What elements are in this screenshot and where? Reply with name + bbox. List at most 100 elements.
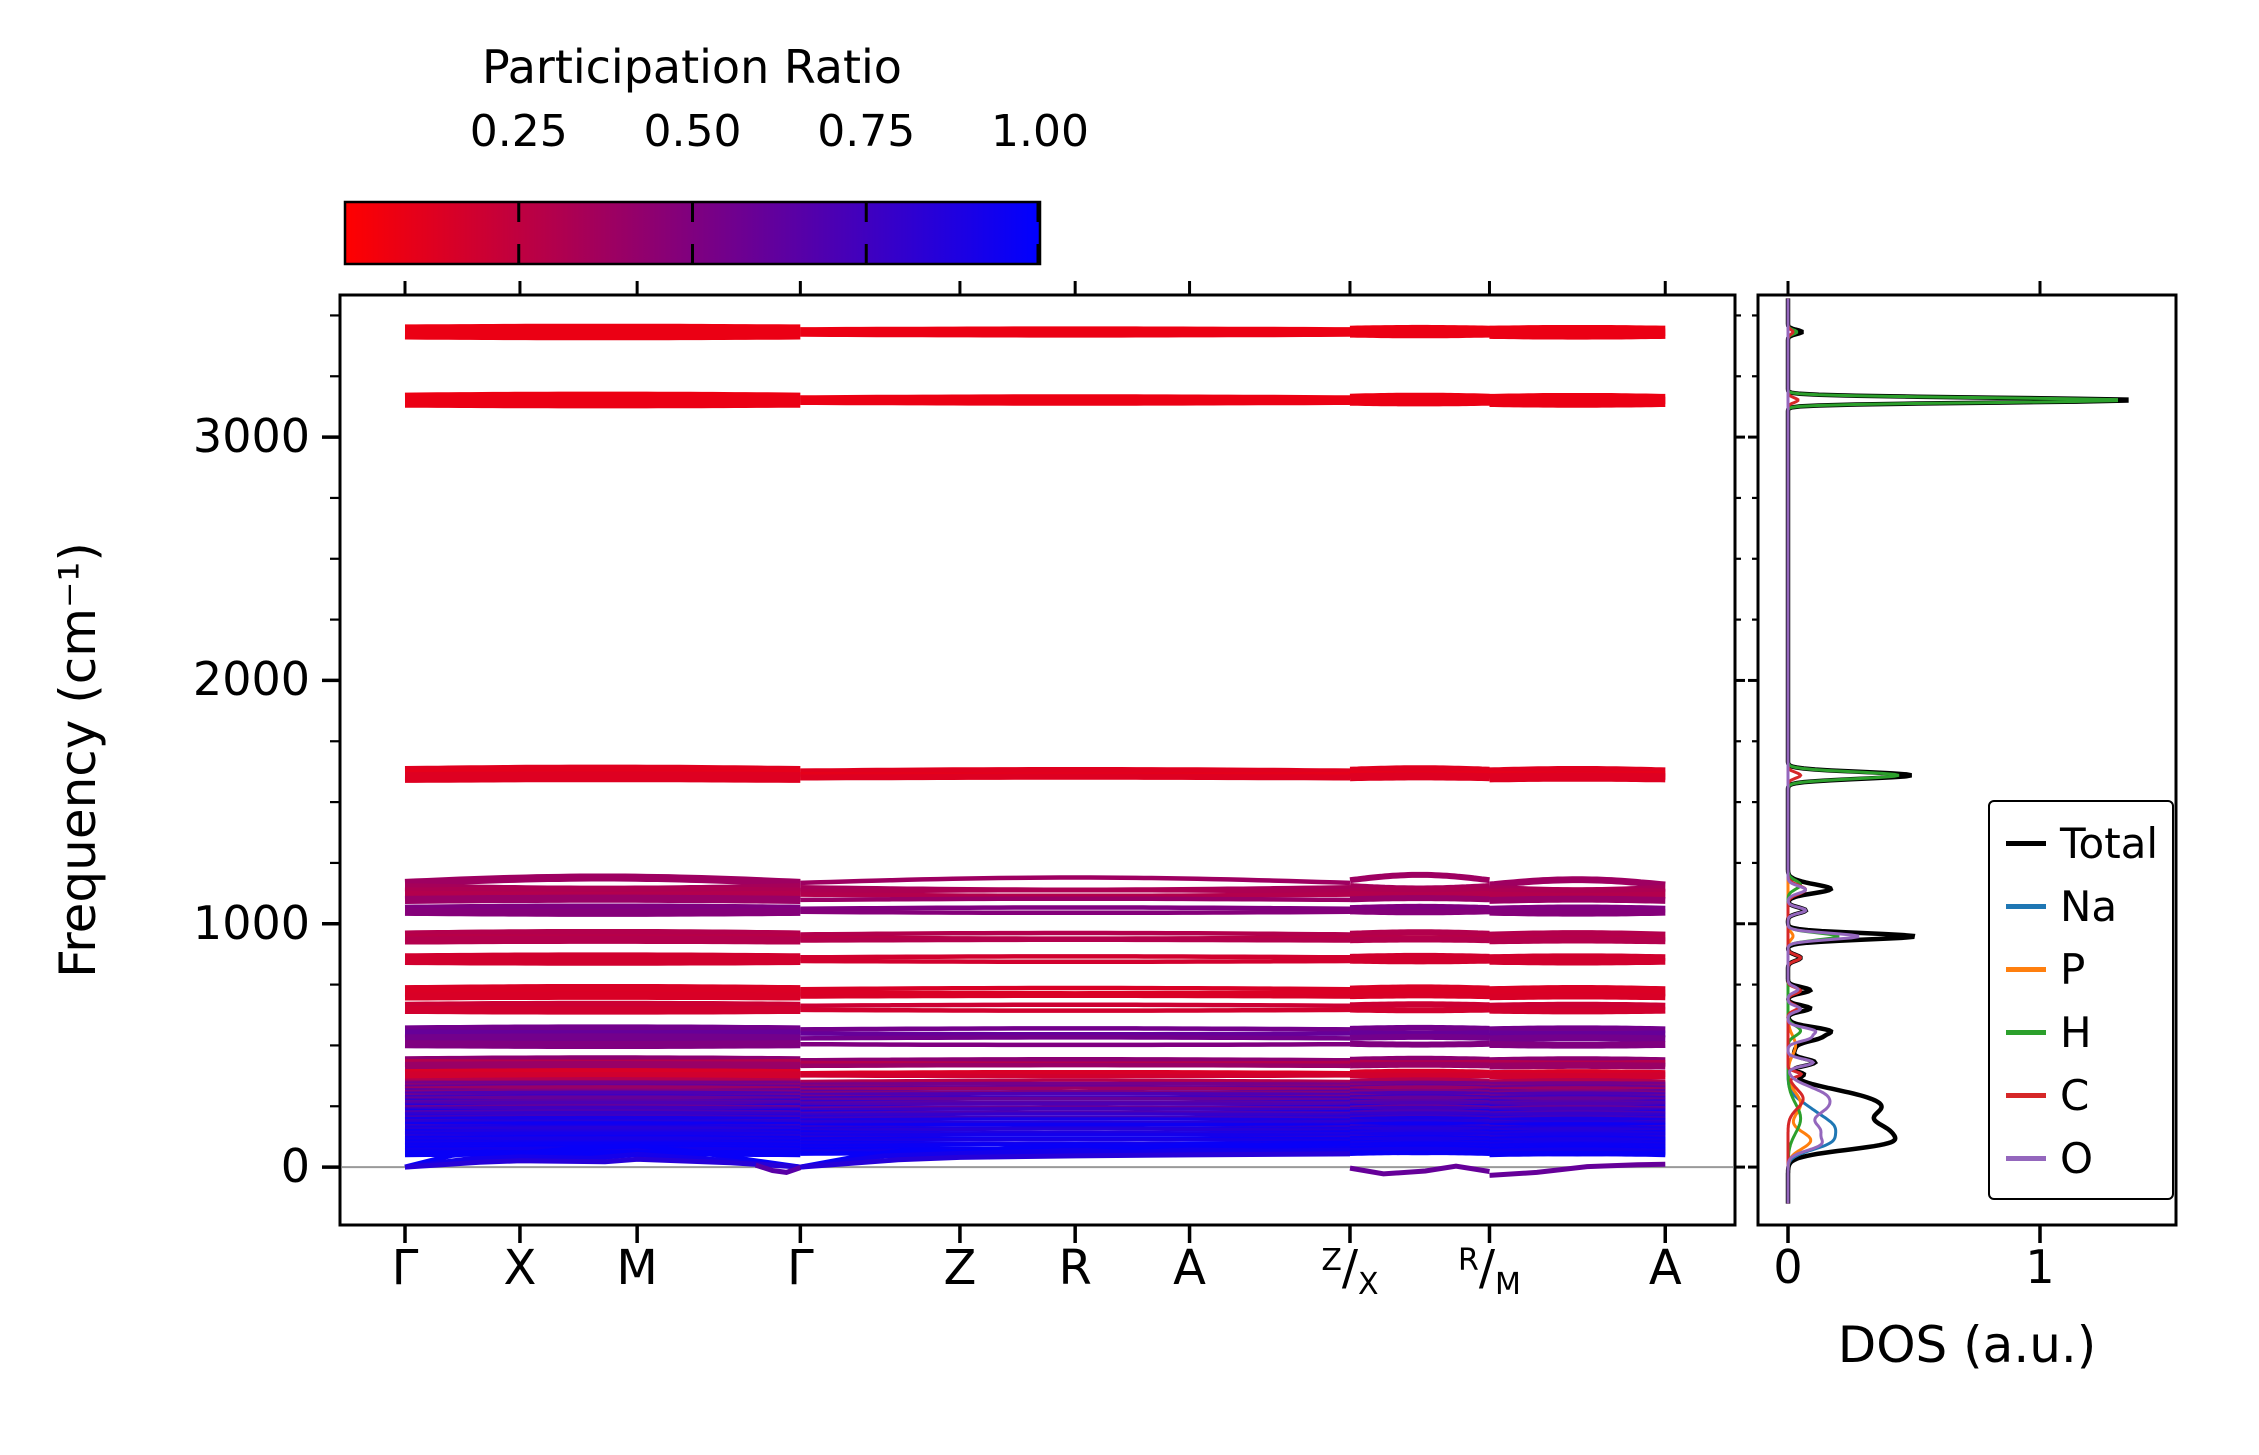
- phonon-band: [1489, 1111, 1666, 1118]
- phonon-band: [1350, 908, 1490, 916]
- legend-entry: Na: [2006, 875, 2172, 938]
- phonon-band: [405, 935, 801, 945]
- phonon-band: [1349, 1101, 1490, 1107]
- phonon-band: [800, 326, 1350, 334]
- legend-entry: P: [2006, 938, 2172, 1001]
- phonon-band: [1349, 1131, 1490, 1138]
- phonon-band: [800, 1091, 1351, 1097]
- phonon-band: [1489, 1096, 1666, 1103]
- phonon-band: [1489, 930, 1666, 939]
- phonon-band: [1349, 1077, 1490, 1084]
- phonon-band: [800, 1110, 1351, 1116]
- phonon-band: [1489, 908, 1666, 917]
- phonon-band: [800, 1069, 1351, 1076]
- acoustic-band: [1349, 1163, 1490, 1177]
- phonon-band: [1489, 1025, 1666, 1034]
- phonon-band: [1349, 936, 1490, 944]
- phonon-band: [800, 1122, 1350, 1127]
- phonon-band: [1349, 1080, 1490, 1087]
- phonon-band: [800, 1007, 1351, 1013]
- phonon-band: [800, 958, 1351, 964]
- phonon-band: [1349, 1136, 1490, 1143]
- phonon-band: [800, 875, 1351, 886]
- phonon-band: [1349, 903, 1490, 912]
- phonon-band: [404, 1024, 801, 1034]
- phonon-band: [404, 907, 801, 917]
- phonon-band: [800, 1106, 1351, 1112]
- phonon-band: [404, 886, 801, 896]
- phonon-band: [800, 394, 1351, 403]
- phonon-band: [800, 892, 1351, 899]
- phonon-band: [1349, 1030, 1490, 1037]
- phonon-band: [1349, 984, 1490, 992]
- phonon-band: [1349, 1068, 1490, 1076]
- legend-entry: C: [2006, 1064, 2172, 1127]
- phonon-band: [1350, 328, 1490, 339]
- phonon-band: [800, 1130, 1351, 1136]
- legend: Total Na P H C O: [1988, 800, 2174, 1200]
- phonon-band: [1489, 1137, 1666, 1144]
- phonon-band: [1489, 1106, 1666, 1113]
- phonon-band: [404, 956, 801, 966]
- phonon-band: [800, 1057, 1351, 1063]
- phonon-band: [800, 773, 1350, 781]
- phonon-band: [800, 1073, 1350, 1079]
- acoustic-band: [1489, 1161, 1666, 1178]
- colorbar-tick-label: 1.00: [991, 106, 1089, 157]
- phonon-band: [800, 330, 1351, 338]
- x-tick-label: Z: [943, 1240, 977, 1296]
- phonon-band: [404, 1061, 801, 1070]
- phonon-band: [404, 1000, 801, 1010]
- phonon-band: [1349, 1141, 1490, 1148]
- phonon-band: [1489, 957, 1666, 966]
- phonon-band: [800, 1035, 1351, 1041]
- dos-o-curve: [1786, 298, 1860, 1204]
- legend-label: P: [2060, 945, 2086, 994]
- phonon-band: [1349, 396, 1490, 407]
- phonon-band: [1349, 772, 1490, 782]
- phonon-band: [800, 985, 1351, 992]
- colorbar-frame: [343, 200, 1042, 266]
- phonon-band: [1349, 1040, 1490, 1048]
- legend-swatch-na: [2006, 904, 2046, 909]
- phonon-band: [800, 1041, 1351, 1048]
- phonon-band: [1349, 1055, 1490, 1063]
- phonon-band: [1489, 1086, 1666, 1093]
- phonon-band: [404, 903, 801, 913]
- phonon-band: [405, 1071, 801, 1081]
- phonon-band: [800, 954, 1350, 960]
- acoustic-band: [754, 1162, 802, 1175]
- phonon-band: [800, 930, 1351, 937]
- y-tick-label: 1000: [192, 895, 310, 950]
- phonon-band: [800, 993, 1350, 999]
- phonon-band: [404, 1033, 801, 1043]
- phonon-band: [404, 327, 801, 341]
- legend-label: O: [2060, 1134, 2094, 1183]
- phonon-band: [1349, 1085, 1490, 1092]
- phonon-band: [405, 395, 801, 409]
- phonon-band: [800, 990, 1351, 996]
- phonon-band: [800, 1031, 1351, 1037]
- phonon-band: [800, 767, 1351, 775]
- phonon-band: [1349, 1090, 1490, 1097]
- dos-panel-frame: [1756, 293, 2178, 1227]
- phonon-band: [800, 896, 1351, 903]
- phonon-band: [404, 894, 801, 904]
- phonon-band: [800, 905, 1351, 911]
- phonon-band: [1489, 904, 1666, 913]
- phonon-band: [1489, 1126, 1666, 1134]
- phonon-band: [800, 398, 1350, 406]
- phonon-band: [405, 952, 801, 962]
- phonon-band: [1489, 1061, 1666, 1070]
- legend-entry: H: [2006, 1001, 2172, 1064]
- phonon-band: [1489, 1101, 1666, 1108]
- x-tick-label: A: [1173, 1240, 1206, 1296]
- x-tick-label: Z/X: [1321, 1240, 1379, 1302]
- phonon-band: [1489, 876, 1666, 889]
- y-tick-label: 2000: [192, 652, 310, 707]
- phonon-band: [1489, 1072, 1666, 1080]
- phonon-band: [800, 1062, 1351, 1069]
- phonon-band: [800, 1117, 1351, 1122]
- x-tick-label: R: [1058, 1240, 1092, 1296]
- legend-label: H: [2060, 1008, 2092, 1057]
